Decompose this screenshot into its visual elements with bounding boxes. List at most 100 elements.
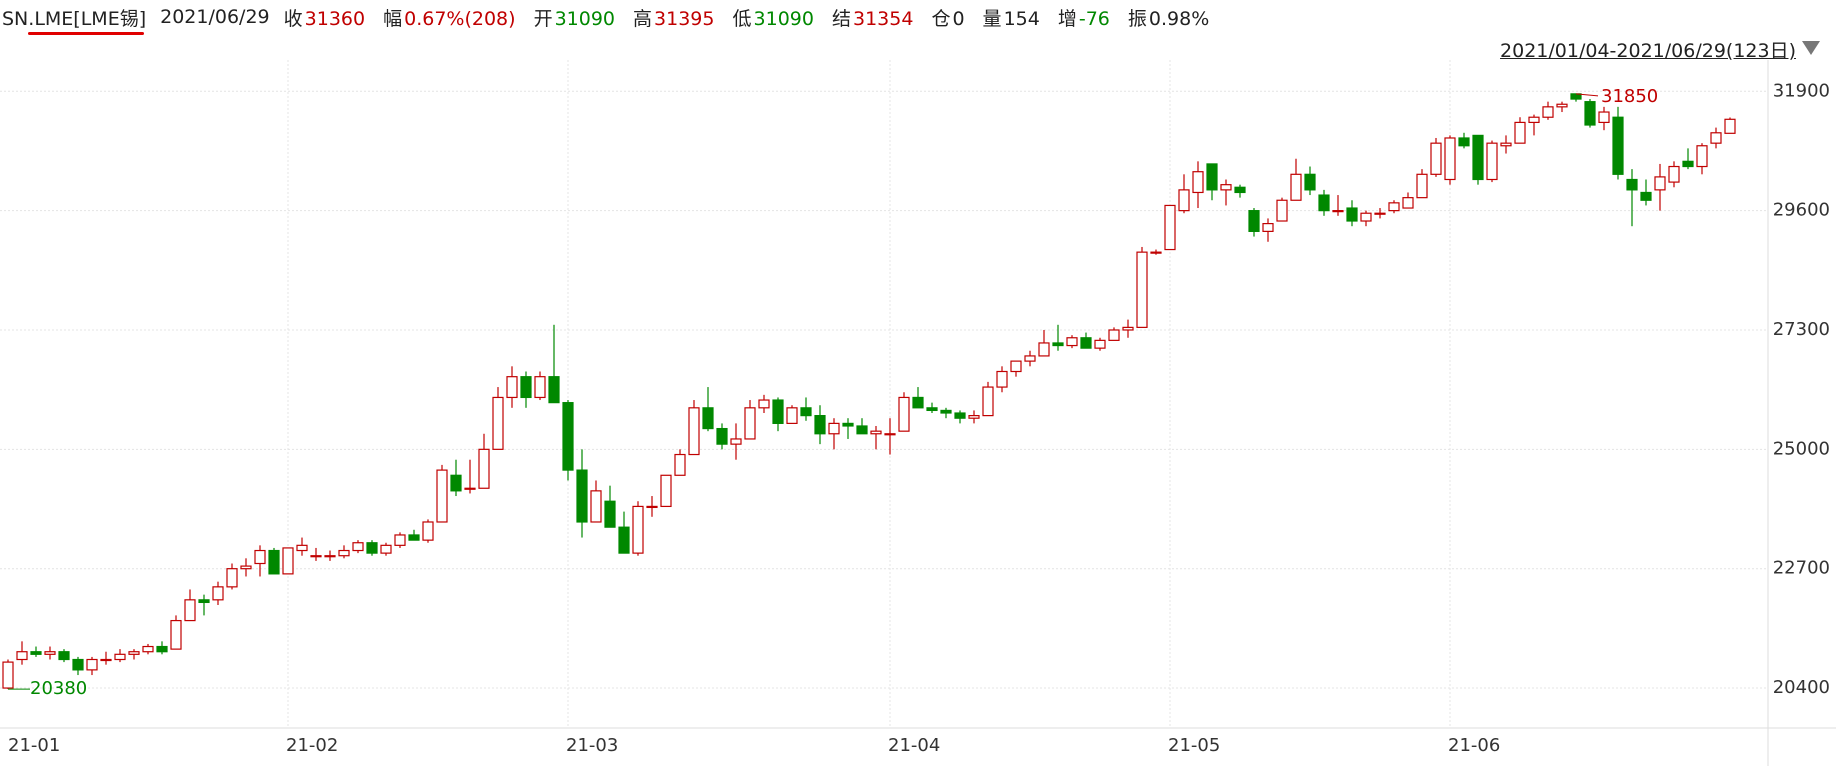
candle-body [268, 549, 280, 575]
candle-body [562, 402, 574, 471]
candle-body [408, 534, 420, 541]
candle-body [254, 549, 266, 565]
candle-body [1206, 163, 1218, 191]
candle-body [912, 396, 924, 409]
candle-body [1346, 207, 1358, 222]
candle-body [702, 407, 714, 430]
stat-value: 31090 [554, 7, 616, 30]
candle-body [1612, 116, 1624, 175]
candle-body [870, 430, 882, 435]
stat-value: 31354 [852, 7, 914, 30]
stat: 开 31090 [534, 4, 619, 31]
candle-body [926, 407, 938, 412]
stat-value: 31360 [304, 7, 366, 30]
candle-body [674, 453, 686, 476]
candle-body [226, 568, 238, 588]
x-tick-label: 21-01 [8, 735, 60, 756]
candle-body [1444, 137, 1456, 181]
candle-body [632, 505, 644, 554]
candle-body [506, 376, 518, 399]
candle-body [898, 396, 910, 432]
stat-label: 量 [982, 7, 1002, 30]
candle-body [1374, 212, 1386, 215]
stat: 增 -76 [1058, 4, 1114, 31]
stat-value: 0.67%(208) [404, 7, 516, 30]
stat-value: -76 [1078, 7, 1110, 30]
candle-body [1220, 184, 1232, 191]
stat: 高 31395 [633, 4, 718, 31]
candle-body [758, 399, 770, 409]
candle-body [1668, 165, 1680, 183]
stat-value: 0 [952, 7, 965, 30]
candle-body [338, 549, 350, 557]
candle-body [828, 422, 840, 435]
candle-body [436, 469, 448, 523]
candle-body [1654, 176, 1666, 191]
y-tick-label: 25000 [1773, 438, 1830, 459]
candle-body [1472, 134, 1484, 181]
extreme-pointer [1575, 93, 1599, 97]
candle-body [716, 427, 728, 445]
stat-value: 31090 [753, 7, 814, 30]
y-tick-label: 27300 [1773, 319, 1830, 340]
candle-body [1416, 173, 1428, 199]
x-tick-label: 21-06 [1448, 735, 1500, 756]
stat: 幅 0.67%(208) [383, 4, 519, 31]
candle-body [1626, 178, 1638, 191]
stat-label: 结 [831, 7, 851, 30]
candle-body [422, 521, 434, 541]
candle-body [58, 651, 70, 661]
candle-body [1640, 191, 1652, 201]
candle-body [1038, 342, 1050, 357]
candle-body [1682, 160, 1694, 168]
candle-body [1598, 111, 1610, 124]
candle-body [44, 651, 56, 655]
candle-body [1696, 145, 1708, 168]
candle-body [156, 645, 168, 653]
candle-body [282, 547, 294, 575]
candle-body [1710, 132, 1722, 144]
candle-body [800, 407, 812, 417]
candle-body [310, 555, 322, 558]
stat: 收 31360 [284, 4, 369, 31]
candle-body [1150, 251, 1162, 254]
candle-body [1584, 101, 1596, 126]
candle-body [1514, 121, 1526, 144]
candle-body [968, 415, 980, 419]
candle-body [940, 409, 952, 414]
stat-label: 收 [283, 7, 303, 30]
candle-body [478, 448, 490, 489]
candle-body [842, 422, 854, 427]
candle-body [1724, 118, 1736, 134]
candle-body [814, 415, 826, 435]
candle-body [1178, 189, 1190, 212]
stat: 低 31090 [733, 4, 818, 31]
dropdown-arrow[interactable] [1802, 41, 1820, 55]
stat-value: 154 [1003, 7, 1040, 30]
candle-body [1528, 116, 1540, 124]
candle-body [1262, 223, 1274, 232]
candle-body [1360, 212, 1372, 222]
candle-body [366, 542, 378, 554]
candle-body [576, 469, 588, 523]
x-tick-label: 21-05 [1168, 735, 1220, 756]
candle-body [1332, 210, 1344, 213]
candle-body [72, 658, 84, 671]
candle-body [548, 376, 560, 404]
stat-label: 开 [533, 7, 553, 30]
candle-body [996, 370, 1008, 388]
candle-body [884, 433, 896, 436]
candle-body [1388, 202, 1400, 212]
date-range[interactable]: 2021/01/04-2021/06/29(123日) [1500, 40, 1796, 62]
candle-body [1486, 142, 1498, 181]
candle-body [1458, 137, 1470, 147]
candle-body [394, 534, 406, 546]
candle-body [114, 653, 126, 661]
candle-body [1500, 142, 1512, 147]
candle-body [1164, 204, 1176, 251]
candle-body [86, 658, 98, 671]
candle-body [1304, 173, 1316, 191]
